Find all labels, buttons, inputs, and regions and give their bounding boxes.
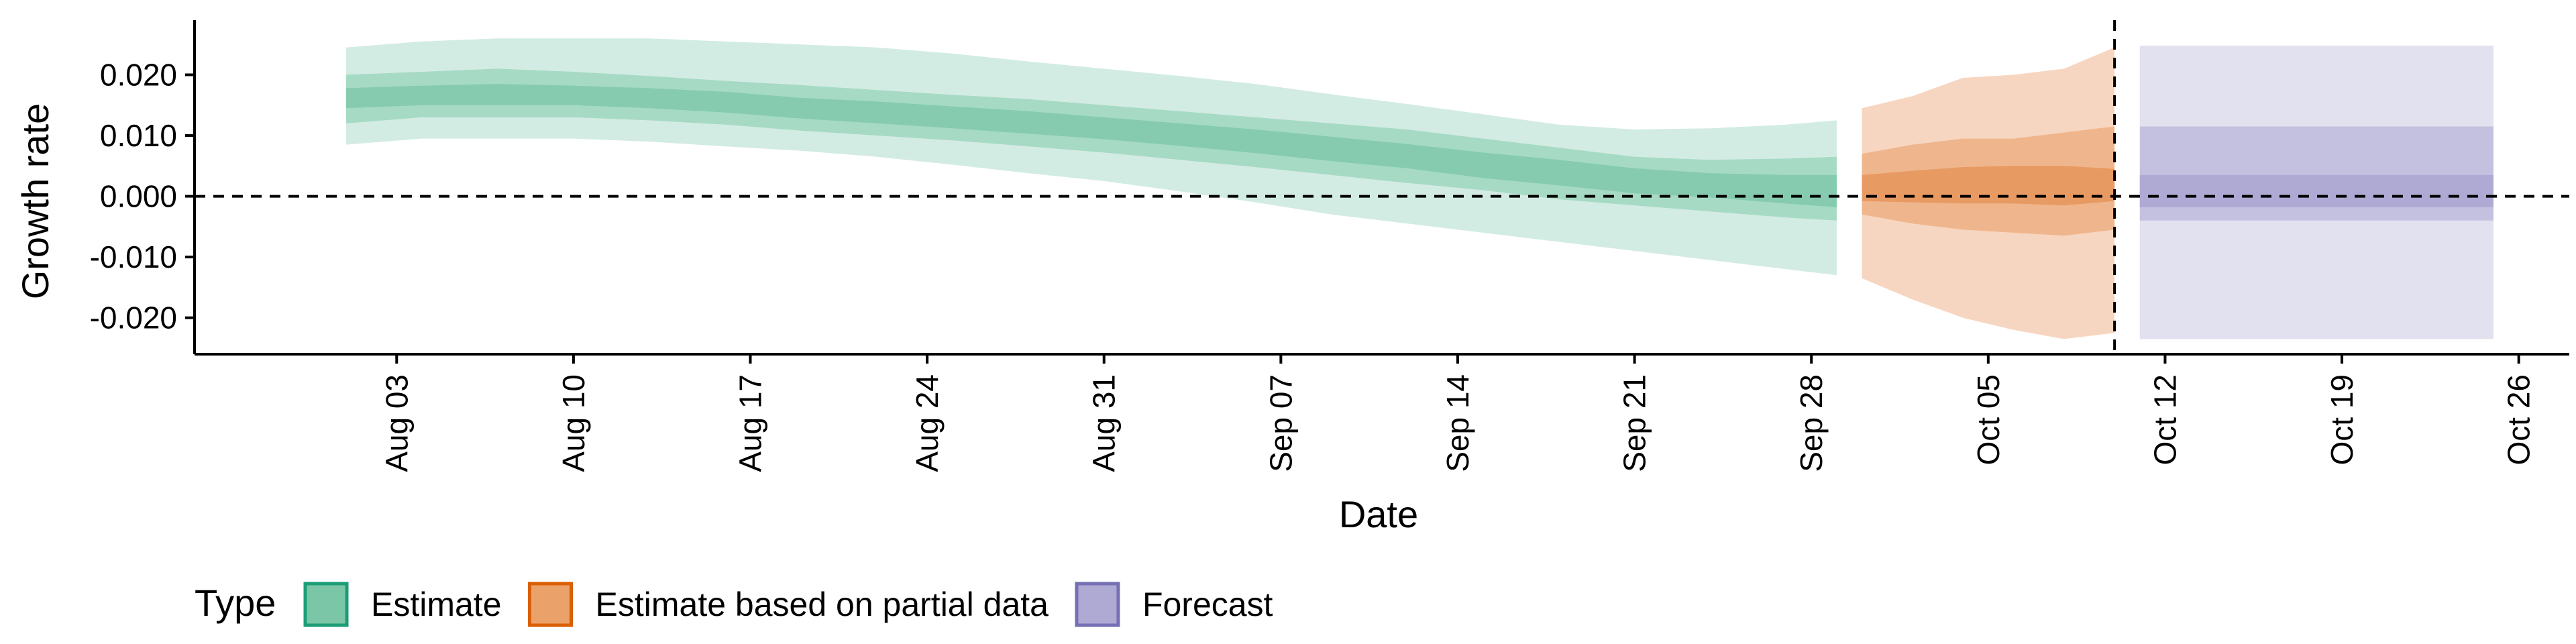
x-tick-label: Aug 17 — [733, 374, 768, 472]
y-tick-label: -0.010 — [90, 239, 177, 274]
legend-label: Forecast — [1142, 586, 1273, 623]
x-axis-title: Date — [1339, 493, 1418, 535]
legend-label: Estimate based on partial data — [596, 586, 1049, 623]
series-1-median-line — [1862, 184, 2115, 195]
x-tick-label: Sep 21 — [1617, 374, 1652, 472]
legend-label: Estimate — [371, 586, 502, 623]
legend: Type Estimate Estimate based on partial d… — [195, 582, 1273, 627]
series-2-band-20 — [2139, 174, 2493, 207]
x-tick-label: Aug 10 — [556, 374, 591, 472]
x-tick-label: Sep 14 — [1440, 374, 1475, 472]
x-tick-label: Aug 31 — [1087, 374, 1122, 472]
x-tick-label: Sep 28 — [1794, 374, 1829, 472]
x-tick-label: Aug 24 — [910, 374, 945, 472]
y-axis-title: Growth rate — [14, 103, 56, 300]
x-tick-label: Oct 19 — [2324, 374, 2359, 466]
x-tick-label: Oct 26 — [2502, 374, 2536, 466]
x-tick-label: Aug 03 — [379, 374, 414, 472]
x-tick-label: Oct 05 — [1971, 374, 2006, 466]
legend-swatch — [303, 582, 349, 627]
y-tick-label: 0.020 — [100, 57, 177, 92]
y-tick-label: 0.000 — [100, 179, 177, 214]
legend-swatch — [528, 582, 574, 627]
x-tick-label: Sep 07 — [1263, 374, 1298, 472]
x-tick-label: Oct 12 — [2147, 374, 2182, 466]
reference-lines — [195, 20, 2569, 354]
interval-bands — [346, 38, 2493, 339]
legend-title: Type — [195, 582, 276, 624]
y-tick-label: -0.020 — [90, 301, 177, 335]
y-tick-label: 0.010 — [100, 118, 177, 153]
axes: 0.020 0.010 0.000 -0.010 -0.020 Aug 03 Aug 10 A… — [90, 20, 2569, 472]
legend-swatch — [1075, 582, 1120, 627]
series-0-median-line — [345, 91, 1837, 194]
